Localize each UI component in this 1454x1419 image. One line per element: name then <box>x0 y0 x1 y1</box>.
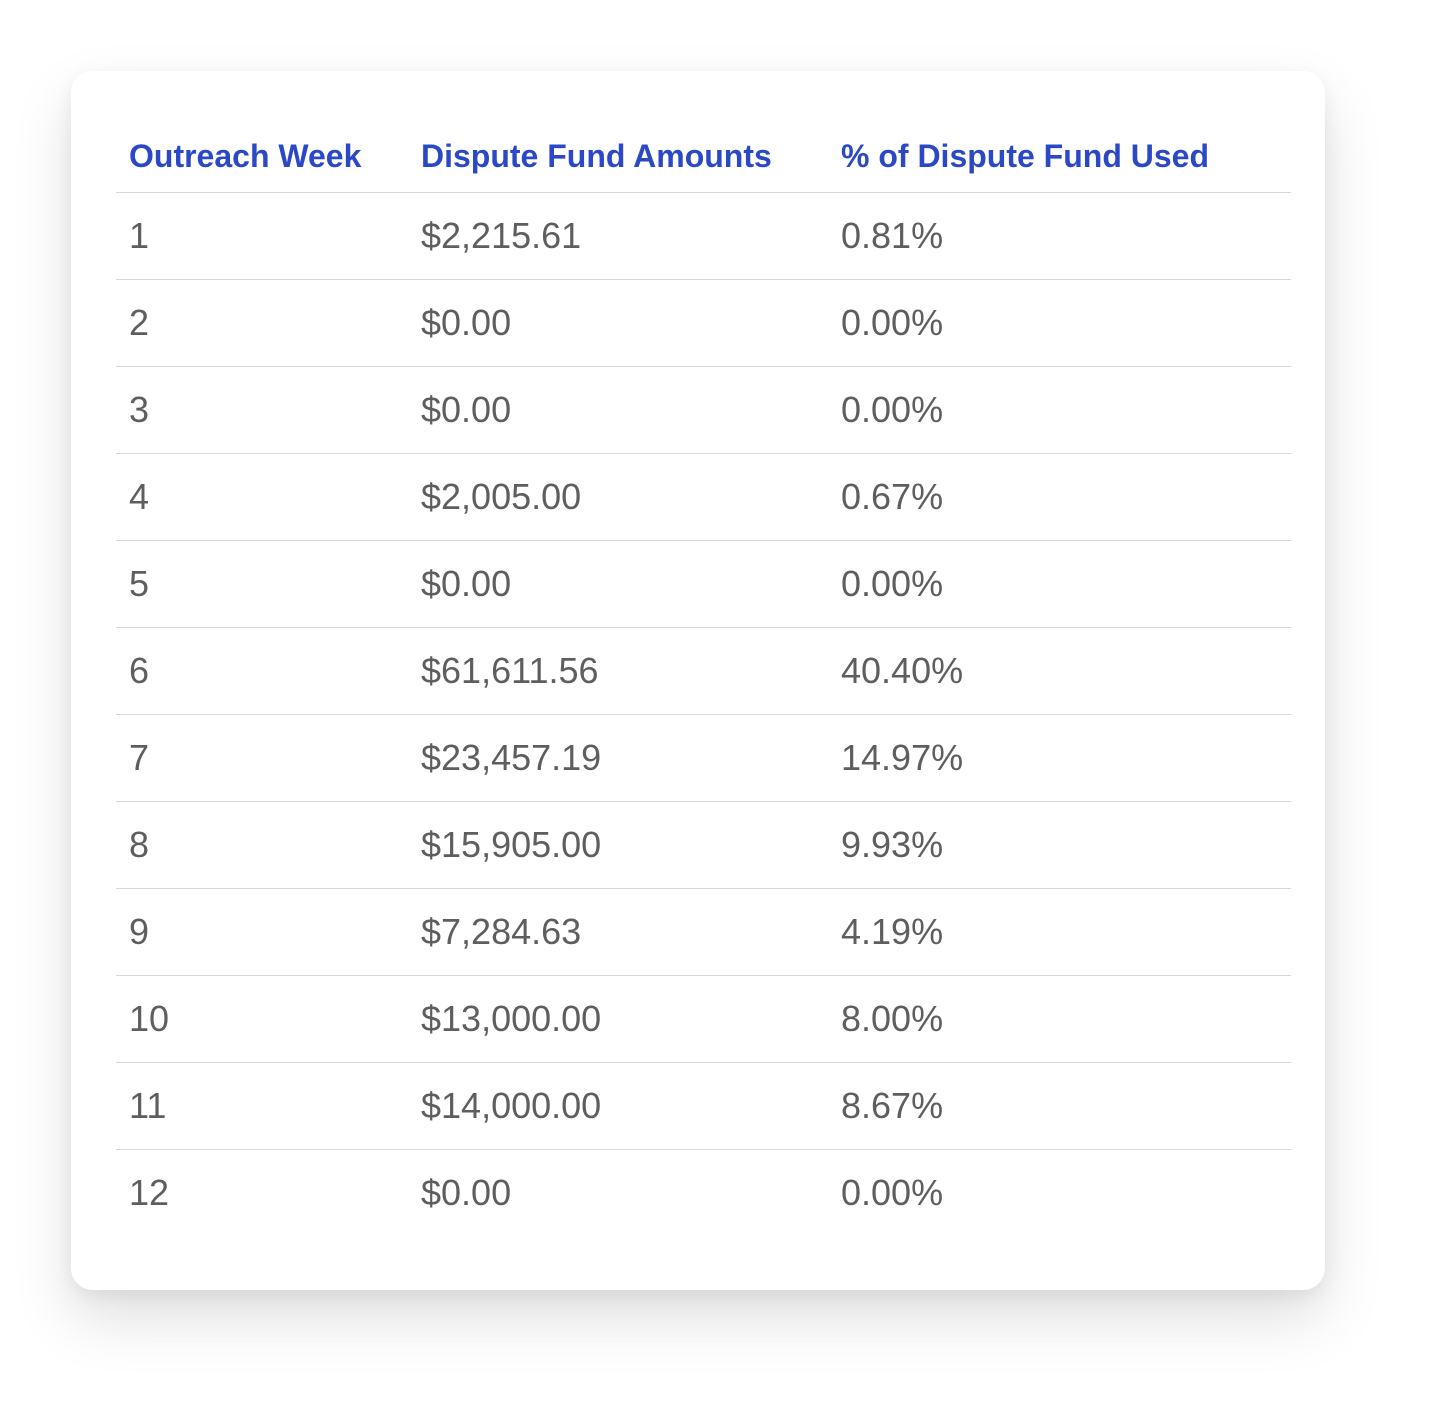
cell-percent: 0.67% <box>828 453 1291 541</box>
cell-percent: 40.40% <box>828 627 1291 715</box>
cell-percent: 8.67% <box>828 1062 1291 1150</box>
table-row: 3 $0.00 0.00% <box>116 366 1291 454</box>
table-row: 6 $61,611.56 40.40% <box>116 627 1291 715</box>
cell-percent: 0.00% <box>828 540 1291 628</box>
table-row: 7 $23,457.19 14.97% <box>116 714 1291 802</box>
cell-amount: $0.00 <box>408 279 828 367</box>
header-outreach-week: Outreach Week <box>116 121 408 193</box>
table-row: 1 $2,215.61 0.81% <box>116 192 1291 280</box>
cell-amount: $15,905.00 <box>408 801 828 889</box>
cell-amount: $13,000.00 <box>408 975 828 1063</box>
cell-week: 3 <box>116 366 408 454</box>
table-row: 4 $2,005.00 0.67% <box>116 453 1291 541</box>
cell-amount: $14,000.00 <box>408 1062 828 1150</box>
header-dispute-fund-amounts: Dispute Fund Amounts <box>408 121 828 193</box>
table-row: 2 $0.00 0.00% <box>116 279 1291 367</box>
cell-percent: 4.19% <box>828 888 1291 976</box>
cell-week: 4 <box>116 453 408 541</box>
cell-week: 11 <box>116 1062 408 1150</box>
cell-week: 6 <box>116 627 408 715</box>
cell-percent: 0.00% <box>841 1172 944 1213</box>
cell-amount: $7,284.63 <box>408 888 828 976</box>
cell-amount: $0.00 <box>408 540 828 628</box>
cell-week: 8 <box>116 801 408 889</box>
cell-week: 12 <box>129 1172 170 1213</box>
table-row: 5 $0.00 0.00% <box>116 540 1291 628</box>
cell-week: 2 <box>116 279 408 367</box>
table-row: 8 $15,905.00 9.93% <box>116 801 1291 889</box>
cell-week: 9 <box>116 888 408 976</box>
header-percent-dispute-fund-used: % of Dispute Fund Used <box>828 121 1291 193</box>
cell-percent: 0.81% <box>828 192 1291 280</box>
table-row: 9 $7,284.63 4.19% <box>116 888 1291 976</box>
cell-amount: $2,005.00 <box>408 453 828 541</box>
table-row: 11 $14,000.00 8.67% <box>116 1062 1291 1150</box>
table-row: 12 $0.00 0.00% <box>116 1150 1291 1237</box>
cell-percent: 0.00% <box>828 279 1291 367</box>
cell-amount: $0.00 <box>408 366 828 454</box>
dispute-fund-table: Outreach Week Dispute Fund Amounts % of … <box>116 121 1291 1236</box>
table-card: Outreach Week Dispute Fund Amounts % of … <box>71 71 1325 1290</box>
cell-percent: 9.93% <box>828 801 1291 889</box>
cell-percent: 0.00% <box>828 366 1291 454</box>
table-header-row: Outreach Week Dispute Fund Amounts % of … <box>116 121 1291 193</box>
cell-amount: $23,457.19 <box>408 714 828 802</box>
cell-percent: 14.97% <box>828 714 1291 802</box>
cell-amount: $2,215.61 <box>408 192 828 280</box>
cell-week: 5 <box>116 540 408 628</box>
cell-percent: 8.00% <box>828 975 1291 1063</box>
cell-amount: $61,611.56 <box>408 627 828 715</box>
cell-week: 1 <box>116 192 408 280</box>
cell-amount: $0.00 <box>421 1172 512 1213</box>
cell-week: 7 <box>116 714 408 802</box>
cell-week: 10 <box>116 975 408 1063</box>
table-row: 10 $13,000.00 8.00% <box>116 975 1291 1063</box>
